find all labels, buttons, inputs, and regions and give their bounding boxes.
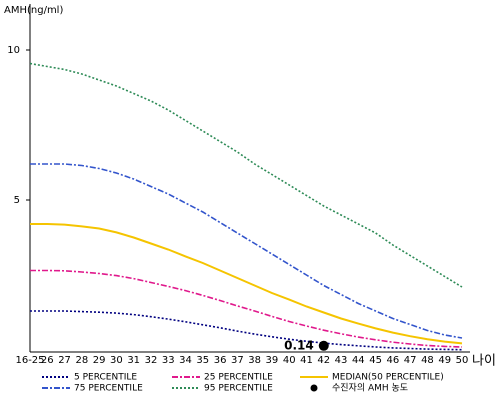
x-tick-label: 29 xyxy=(93,355,106,366)
legend-label: 25 PERCENTILE xyxy=(204,373,273,383)
x-tick-label: 27 xyxy=(58,355,71,366)
x-tick-label: 31 xyxy=(127,355,140,366)
x-tick-label: 46 xyxy=(387,355,400,366)
series-line xyxy=(29,62,463,288)
series-line xyxy=(30,223,463,345)
x-tick-label: 38 xyxy=(248,355,261,366)
y-tick-label: 10 xyxy=(7,45,20,56)
series-line xyxy=(30,269,463,348)
x-tick-label: 40 xyxy=(283,355,296,366)
patient-marker xyxy=(318,340,329,351)
y-axis-label: AMH(ng/ml) xyxy=(4,5,63,16)
x-tick-label: 42 xyxy=(317,355,330,366)
x-tick-label: 47 xyxy=(404,355,417,366)
x-tick-label: 45 xyxy=(369,355,382,366)
x-tick-label: 44 xyxy=(352,355,365,366)
x-tick-label: 30 xyxy=(110,355,123,366)
y-tick-label: 5 xyxy=(14,195,20,206)
legend-label: 95 PERCENTILE xyxy=(204,384,273,394)
x-tick-label: 26 xyxy=(41,355,54,366)
patient-value-label: 0.14 xyxy=(284,338,314,352)
x-tick-label: 43 xyxy=(335,355,348,366)
x-tick-label: 28 xyxy=(75,355,88,366)
legend-label: 5 PERCENTILE xyxy=(74,373,137,383)
legend-label: 수진자의 AMH 농도 xyxy=(332,383,408,394)
x-tick-label: 48 xyxy=(421,355,434,366)
x-tick-label: 32 xyxy=(145,355,158,366)
legend-swatch xyxy=(310,384,318,392)
series-line xyxy=(30,163,463,339)
x-axis-label: 나이 xyxy=(472,354,496,369)
x-tick-label: 34 xyxy=(179,355,192,366)
legend-label: 75 PERCENTILE xyxy=(74,384,143,394)
x-tick-label: 16-25 xyxy=(15,355,44,366)
x-tick-label: 33 xyxy=(162,355,175,366)
legend-label: MEDIAN(50 PERCENTILE) xyxy=(332,373,444,383)
x-tick-label: 41 xyxy=(300,355,313,366)
x-tick-label: 39 xyxy=(266,355,279,366)
x-tick-label: 37 xyxy=(231,355,244,366)
x-tick-label: 50 xyxy=(456,355,469,366)
series-line xyxy=(30,310,463,351)
x-tick-label: 49 xyxy=(438,355,451,366)
x-tick-label: 36 xyxy=(214,355,227,366)
x-tick-label: 35 xyxy=(196,355,209,366)
